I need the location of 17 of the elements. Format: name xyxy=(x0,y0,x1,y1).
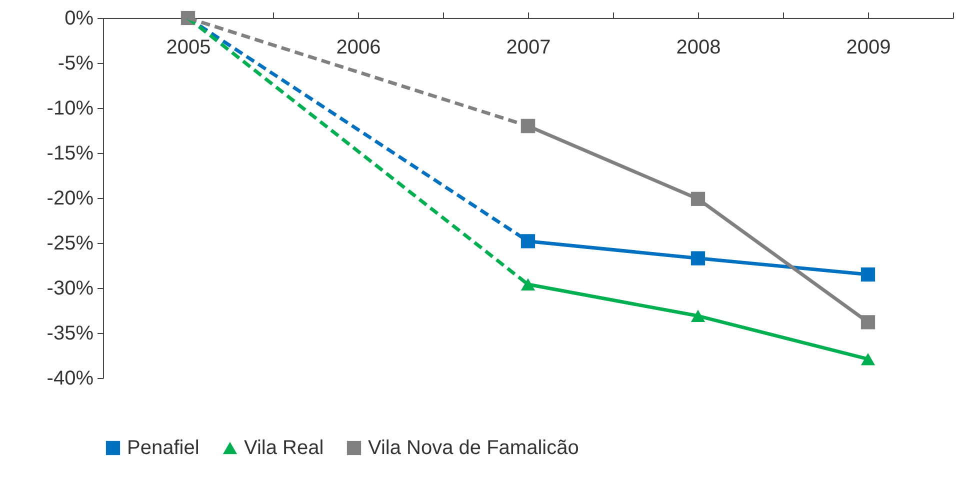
y-tick-label: -20% xyxy=(46,188,94,210)
y-tick-label: 0% xyxy=(64,8,94,30)
y-tick-label: -30% xyxy=(46,278,94,300)
x-tick-label: 2006 xyxy=(336,36,381,58)
x-tick-label: 2007 xyxy=(506,36,551,58)
y-tick-label: -15% xyxy=(46,142,94,164)
x-tick-label: 2008 xyxy=(676,36,721,58)
legend-label: Penafiel xyxy=(127,437,200,459)
legend-label: Vila Real xyxy=(244,437,324,459)
legend-label: Vila Nova de Famalicão xyxy=(368,437,579,459)
y-tick-label: -25% xyxy=(46,232,94,254)
y-tick-label: -40% xyxy=(46,368,94,390)
y-tick-label: -35% xyxy=(46,322,94,344)
x-tick-label: 2005 xyxy=(166,36,211,58)
y-tick-label: -5% xyxy=(58,52,94,74)
x-tick-label: 2009 xyxy=(846,36,891,58)
y-tick-label: -10% xyxy=(46,98,94,120)
